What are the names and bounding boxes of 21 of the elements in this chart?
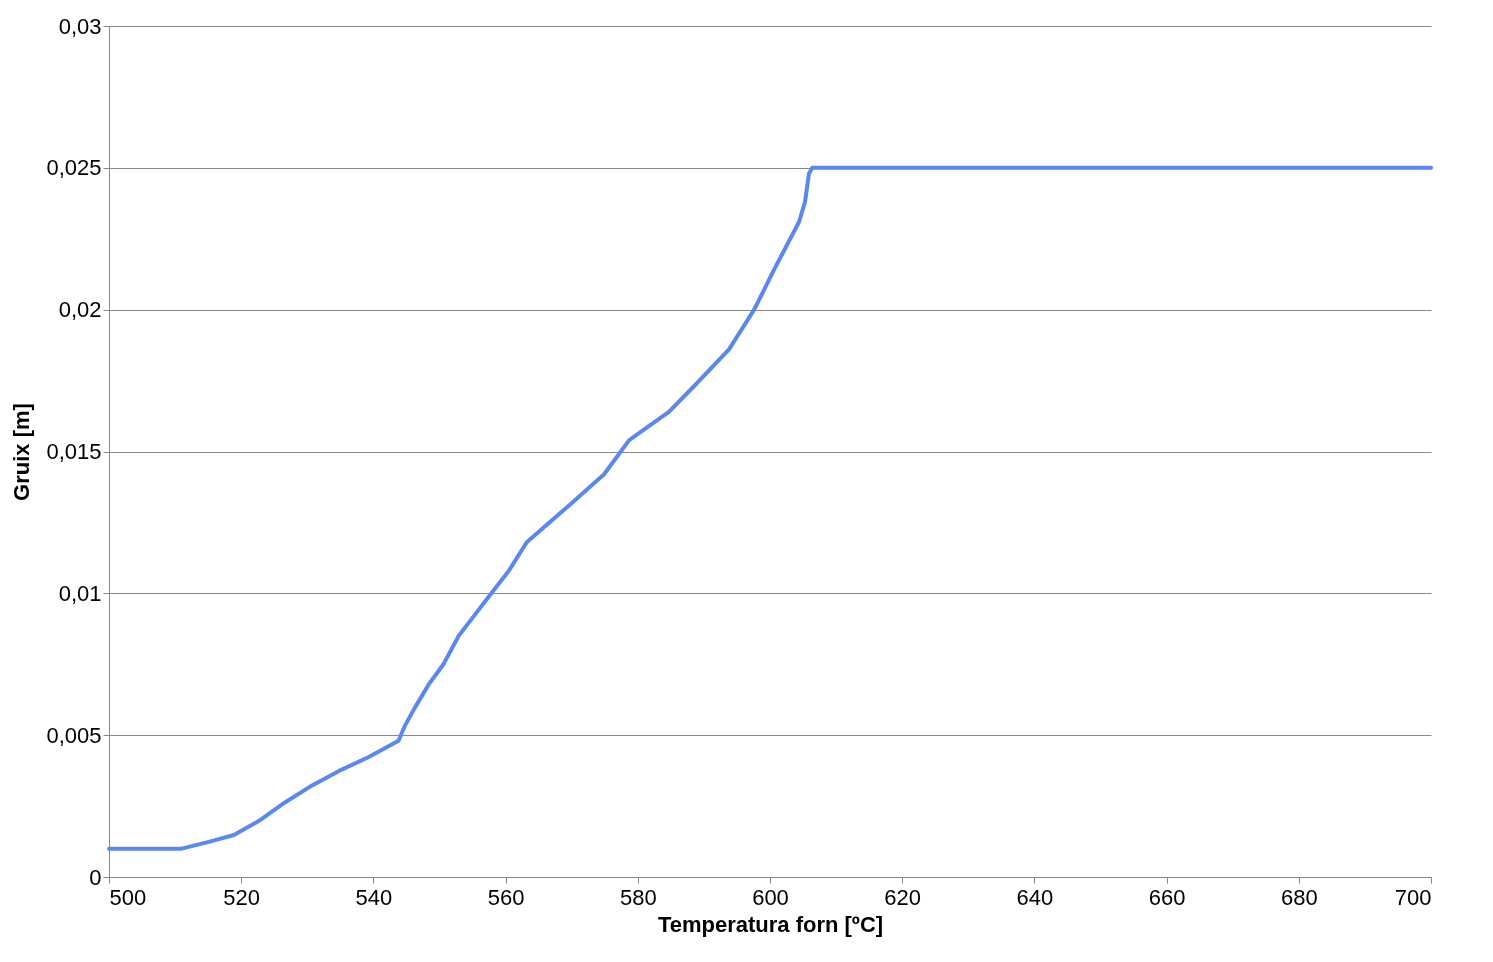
x-tick-label: 540 bbox=[355, 884, 393, 910]
x-tick-label: 500 bbox=[109, 884, 147, 910]
y-tick-label: 0,005 bbox=[46, 722, 102, 748]
x-tick-label: 680 bbox=[1280, 884, 1318, 910]
x-tick-label: 620 bbox=[884, 884, 922, 910]
x-tick-label: 640 bbox=[1016, 884, 1054, 910]
y-tick-label: 0,03 bbox=[58, 13, 102, 39]
y-axis-title: Gruix [m] bbox=[9, 403, 35, 501]
y-tick-label: 0,02 bbox=[58, 297, 102, 323]
x-tick-label: 700 bbox=[1394, 884, 1432, 910]
y-tick-label: 0,025 bbox=[46, 155, 102, 181]
y-tick-label: 0,015 bbox=[46, 439, 102, 464]
x-tick-label: 660 bbox=[1148, 884, 1186, 910]
x-tick-label: 560 bbox=[487, 884, 525, 910]
y-tick-label: 0 bbox=[89, 864, 102, 890]
line-series bbox=[107, 165, 1433, 851]
x-tick-label: 600 bbox=[752, 884, 789, 910]
x-tick-label: 580 bbox=[619, 884, 657, 910]
y-tick-label: 0,01 bbox=[58, 580, 102, 606]
x-tick-label: 520 bbox=[223, 884, 261, 910]
x-axis-title: Temperatura forn [ºC] bbox=[657, 911, 884, 937]
